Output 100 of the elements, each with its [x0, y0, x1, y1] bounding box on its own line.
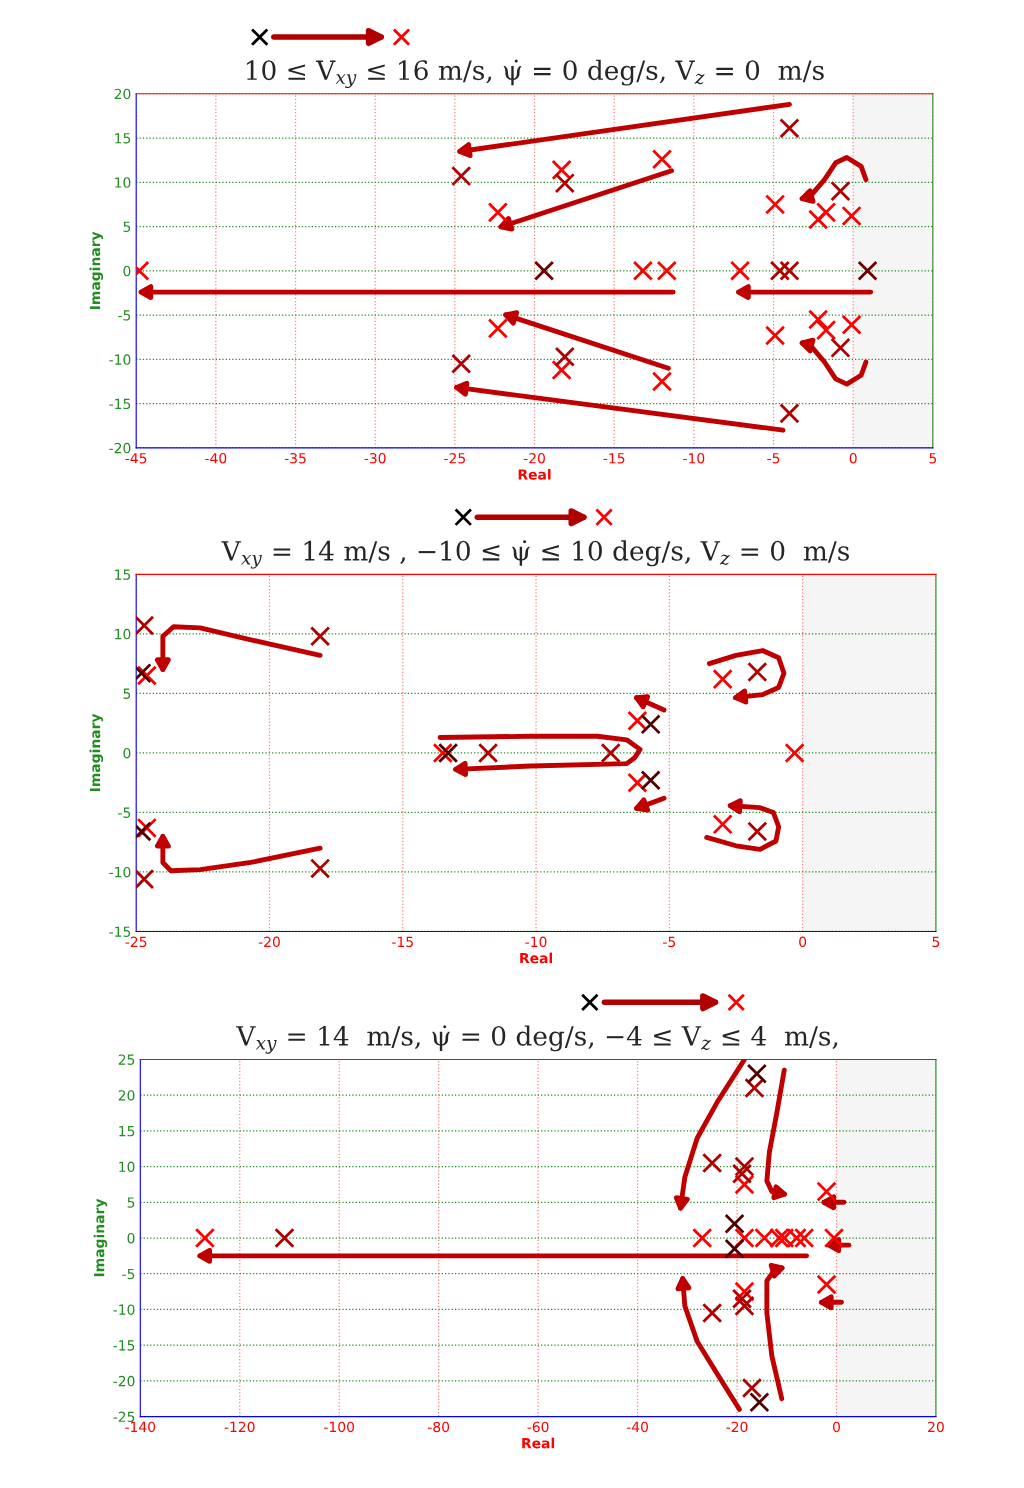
point [841, 205, 862, 227]
y-tick-label: -10 [109, 354, 131, 365]
point [747, 661, 768, 683]
x-tick-label: -60 [527, 1421, 549, 1433]
y-tick-label: -5 [118, 807, 131, 818]
y-tick-label: 5 [127, 1197, 135, 1208]
x-tick-label: -100 [324, 1421, 355, 1433]
point [724, 1238, 745, 1259]
point [309, 626, 331, 647]
y-tick-label: -15 [113, 1340, 135, 1351]
point [487, 318, 509, 339]
point [731, 1288, 753, 1309]
point [731, 1163, 753, 1184]
point [807, 209, 829, 230]
y-tick-label: -15 [109, 398, 131, 410]
y-axis-title: Imaginary [89, 713, 104, 792]
x-tick-label: -120 [224, 1421, 255, 1433]
point [701, 1302, 723, 1324]
point [692, 1227, 713, 1249]
y-axis-title: Imaginary [89, 231, 104, 309]
y-tick-label: 20 [118, 1090, 135, 1101]
point [769, 260, 791, 281]
point [136, 615, 155, 636]
x-tick-label: -5 [767, 453, 780, 464]
point [554, 346, 575, 367]
y-tick-label: -10 [109, 866, 131, 878]
x-tick-label: -40 [205, 452, 227, 464]
point [451, 353, 472, 374]
x-tick-label: -20 [523, 452, 545, 464]
x-tick-label: -20 [726, 1421, 748, 1433]
point [274, 1227, 295, 1249]
y-tick-label: 10 [115, 628, 131, 640]
y-tick-label: -20 [109, 442, 131, 454]
point [640, 770, 661, 791]
x-tick-label: 0 [832, 1421, 840, 1433]
y-tick-label: -5 [118, 310, 131, 321]
x-tick-label: 5 [932, 936, 940, 948]
y-tick-label: 5 [123, 688, 131, 699]
point [746, 1063, 768, 1084]
point [651, 371, 673, 392]
y-tick-label: -25 [113, 1411, 135, 1423]
point [136, 868, 155, 890]
y-tick-label: -15 [109, 926, 131, 937]
point [632, 260, 654, 281]
y-tick-label: -20 [113, 1375, 135, 1387]
point [724, 1213, 745, 1234]
y-tick-label: 10 [119, 1161, 135, 1173]
x-tick-label: -35 [284, 452, 306, 464]
y-tick-label: 5 [123, 221, 131, 233]
point [764, 325, 786, 346]
y-tick-label: 10 [115, 177, 131, 188]
y-tick-label: 0 [127, 1232, 135, 1244]
point [651, 149, 673, 170]
point [451, 165, 472, 187]
point [551, 159, 572, 181]
point [784, 742, 805, 764]
y-axis-title: Imaginary [93, 1198, 108, 1277]
point [779, 260, 800, 281]
x-axis-title: Real [520, 952, 553, 964]
chart-title: 10 ≤ V$_{xy}$ ≤ 16 m/s, ψ̇ = 0 deg/s, V$_{z}$ = 0 m/s [246, 59, 824, 88]
x-tick-label: -15 [392, 936, 413, 948]
point [764, 194, 786, 215]
x-tick-label: 20 [928, 1421, 944, 1433]
x-axis-title: Real [518, 468, 551, 480]
x-tick-label: -10 [683, 452, 705, 464]
point [640, 714, 661, 735]
y-tick-label: 20 [114, 88, 131, 100]
point [600, 742, 621, 764]
x-tick-label: -10 [525, 936, 547, 948]
point [712, 814, 733, 835]
y-tick-label: -5 [122, 1268, 135, 1280]
point [437, 742, 459, 764]
point [734, 1156, 755, 1177]
point [554, 172, 575, 194]
point [741, 1377, 763, 1399]
point [823, 1227, 845, 1249]
point [477, 742, 499, 764]
point [816, 1181, 837, 1202]
point [533, 260, 555, 281]
point [830, 337, 851, 359]
point [749, 1392, 770, 1413]
point [627, 710, 648, 731]
point [841, 314, 862, 335]
y-tick-label: 0 [123, 747, 131, 759]
point [734, 1295, 755, 1317]
point [747, 821, 768, 842]
x-tick-label: 0 [799, 936, 807, 948]
y-tick-label: 0 [123, 265, 131, 277]
x-axis-title: Real [522, 1437, 555, 1449]
point [712, 668, 733, 690]
y-tick-label: 15 [119, 1126, 135, 1137]
y-tick-label: 25 [118, 1054, 135, 1065]
y-tick-label: 15 [115, 569, 131, 580]
x-tick-label: -15 [603, 453, 625, 464]
point [701, 1152, 723, 1174]
y-tick-label: 15 [115, 133, 131, 144]
point [656, 260, 677, 281]
x-tick-label: -40 [626, 1421, 648, 1433]
x-tick-label: -25 [444, 452, 465, 464]
point [779, 118, 800, 139]
